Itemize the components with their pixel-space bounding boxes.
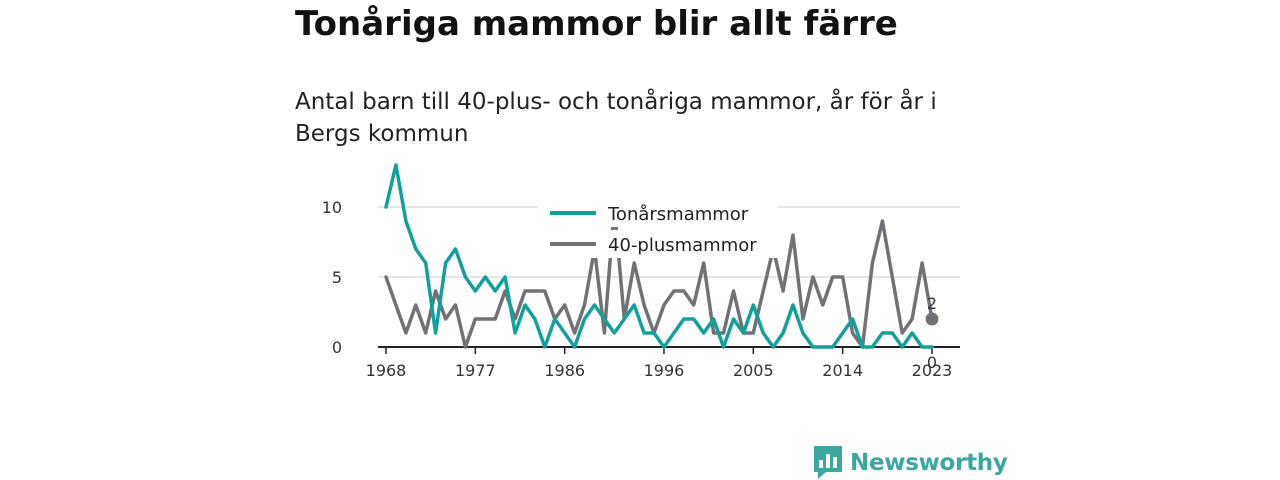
- x-tick-label: 1986: [544, 361, 585, 380]
- y-tick-label: 10: [322, 198, 342, 217]
- chart-subtitle: Antal barn till 40-plus- och tonåriga ma…: [295, 89, 937, 147]
- series-lines: [384, 163, 934, 349]
- legend-label: Tonårsmammor: [607, 204, 749, 225]
- newsworthy-logo-icon: [814, 446, 842, 479]
- end-labels: 20: [925, 294, 939, 372]
- axes: 0 5 10 1968 1977 1986 1996 2005 2014 2023: [322, 198, 960, 380]
- x-tick-label: 2014: [822, 361, 863, 380]
- end-value-label: 0: [927, 353, 937, 372]
- x-tick-label: 2005: [733, 361, 774, 380]
- newsworthy-logo-text: Newsworthy: [850, 450, 1008, 476]
- y-tick-label: 0: [332, 338, 342, 357]
- newsworthy-logo: Newsworthy: [814, 446, 1008, 480]
- series-line-tonarsmammor: [384, 163, 934, 349]
- x-tick-label: 2023: [912, 361, 953, 380]
- legend: Tonårsmammor 40-plusmammor: [538, 199, 778, 258]
- x-tick-label: 1977: [455, 361, 496, 380]
- line-chart: 0 5 10 1968 1977 1986 1996 2005 2014 2023 Tonårsm…: [322, 163, 960, 380]
- end-point-fortyplusmammor: [925, 312, 939, 326]
- chart-title: Tonåriga mammor blir allt färre: [295, 4, 898, 44]
- series-line-fortyplusmammor: [384, 205, 934, 349]
- legend-label: 40-plusmammor: [608, 235, 757, 256]
- x-tick-label: 1968: [366, 361, 407, 380]
- end-value-label: 2: [927, 294, 937, 313]
- x-tick-label: 1996: [644, 361, 685, 380]
- y-tick-label: 5: [332, 268, 342, 287]
